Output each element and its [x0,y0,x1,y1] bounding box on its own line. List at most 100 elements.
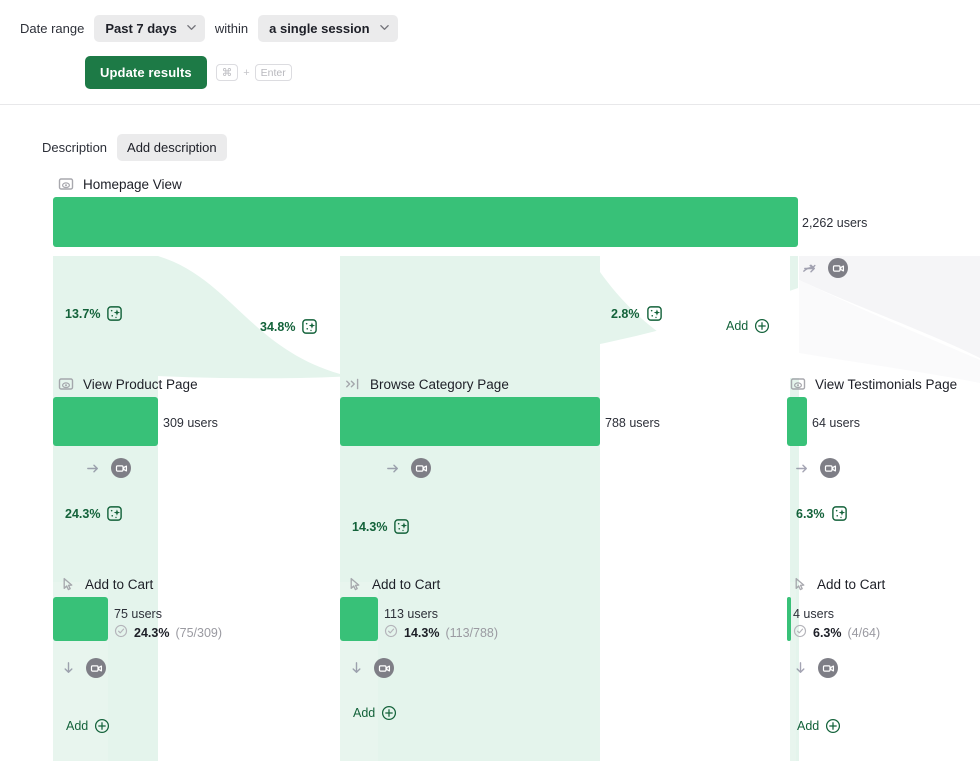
sparkle-icon[interactable] [106,505,123,522]
add-label: Add [726,319,749,333]
node-title: Homepage View [83,176,182,192]
node-conversion-line: 14.3% (113/788) [384,624,498,642]
session-recording-icon[interactable] [820,458,840,478]
kbd-enter: Enter [254,64,292,81]
node-users-count: 113 users [384,607,438,621]
conversion-fraction: (75/309) [175,625,223,640]
node-meta-browse-category-page: 788 users [605,415,660,431]
add-step-button-col2[interactable]: Add [353,705,397,721]
plus-circle-icon [381,705,397,721]
sparkle-icon[interactable] [831,505,848,522]
node-bar-browse-category-page[interactable] [340,397,600,446]
node-actions-homepage [802,258,848,278]
node-header-homepage[interactable]: Homepage View [58,176,182,192]
plus-circle-icon [825,718,841,734]
node-actions-browse-category-page [385,458,431,478]
update-row: Update results ⌘ + Enter [85,56,292,89]
arrow-down-icon [792,660,809,677]
node-header-add-to-cart-2[interactable]: Add to Cart [347,576,440,592]
autocapture-click-icon [792,576,808,592]
arrow-right-icon [794,460,811,477]
autocapture-event-icon [345,376,361,392]
arrow-right-icon [85,460,102,477]
session-scope-select[interactable]: a single session [258,15,398,42]
node-actions-view-product-page [85,458,131,478]
kbd-command: ⌘ [215,64,239,81]
add-step-button-col3[interactable]: Add [797,718,841,734]
arrow-down-icon [60,660,77,677]
plus-circle-icon [94,718,110,734]
node-header-view-testimonials-page[interactable]: View Testimonials Page [790,376,957,392]
node-meta-view-testimonials-page: 64 users [812,415,860,431]
date-range-label: Date range [20,21,85,36]
node-header-add-to-cart-1[interactable]: Add to Cart [60,576,153,592]
update-results-button[interactable]: Update results [85,56,207,89]
node-meta-add-to-cart-3: 4 users 6.3% (4/64) [793,606,880,642]
arrow-down-icon [348,660,365,677]
keyboard-shortcut-hint: ⌘ + Enter [215,64,292,81]
node-actions-add-to-cart-2 [348,658,394,678]
pageview-icon [790,376,806,392]
within-label: within [214,21,249,36]
session-recording-icon[interactable] [828,258,848,278]
session-recording-icon[interactable] [411,458,431,478]
arrow-right-icon [385,460,402,477]
conversion-fraction: (113/788) [445,625,499,640]
node-bar-view-testimonials-page[interactable] [787,397,807,446]
filter-bar: Date range Past 7 days within a single s… [0,0,980,105]
chevron-down-icon [187,23,196,32]
node-actions-add-to-cart-1 [60,658,106,678]
sparkle-icon[interactable] [301,318,318,335]
session-recording-icon[interactable] [86,658,106,678]
node-bar-add-to-cart-2[interactable] [340,597,378,641]
add-description-button[interactable]: Add description [117,134,227,161]
node-meta-homepage: 2,262 users [802,215,867,231]
transition-pct-homepage-to-category: 34.8% [260,318,318,335]
add-step-button-root[interactable]: Add [726,318,770,334]
transition-pct-value: 24.3% [65,506,101,521]
node-bar-homepage[interactable] [53,197,798,247]
session-recording-icon[interactable] [111,458,131,478]
check-circle-icon [384,624,398,642]
node-bar-add-to-cart-3[interactable] [787,597,791,641]
check-circle-icon [793,624,807,642]
node-bar-view-product-page[interactable] [53,397,158,446]
transition-pct-homepage-to-testimonials: 2.8% [611,305,663,322]
node-actions-view-testimonials-page [794,458,840,478]
session-recording-icon[interactable] [818,658,838,678]
node-users-count: 4 users [793,607,834,621]
add-label: Add [66,719,89,733]
arrow-right-icon [802,260,819,277]
transition-pct-value: 34.8% [260,319,296,334]
node-users-count: 788 users [605,416,660,430]
sparkle-icon[interactable] [106,305,123,322]
node-title: View Testimonials Page [815,376,958,392]
node-header-view-product-page[interactable]: View Product Page [58,376,198,392]
node-header-add-to-cart-3[interactable]: Add to Cart [792,576,885,592]
node-conversion-line: 6.3% (4/64) [793,624,880,642]
transition-pct-testimonials-to-cart: 6.3% [796,505,848,522]
transition-pct-value: 2.8% [611,306,640,321]
sparkle-icon[interactable] [646,305,663,322]
transition-pct-value: 13.7% [65,306,101,321]
date-range-select[interactable]: Past 7 days [94,15,205,42]
node-meta-view-product-page: 309 users [163,415,218,431]
node-header-browse-category-page[interactable]: Browse Category Page [345,376,509,392]
node-meta-add-to-cart-2: 113 users 14.3% (113/788) [384,606,498,642]
node-users-count: 309 users [163,416,218,430]
node-title: View Product Page [83,376,198,392]
node-users-count: 2,262 users [802,216,868,230]
sparkle-icon[interactable] [393,518,410,535]
date-range-row: Date range Past 7 days within a single s… [20,15,398,42]
add-step-button-col1[interactable]: Add [66,718,110,734]
node-users-count: 64 users [812,416,860,430]
chevron-down-icon [379,23,389,32]
node-bar-add-to-cart-1[interactable] [53,597,108,641]
conversion-percent: 6.3% [813,625,842,640]
transition-pct-product-to-cart: 24.3% [65,505,123,522]
conversion-percent: 24.3% [134,625,170,640]
session-recording-icon[interactable] [374,658,394,678]
kbd-plus: + [243,66,250,79]
node-users-count: 75 users [114,607,162,621]
plus-circle-icon [754,318,770,334]
